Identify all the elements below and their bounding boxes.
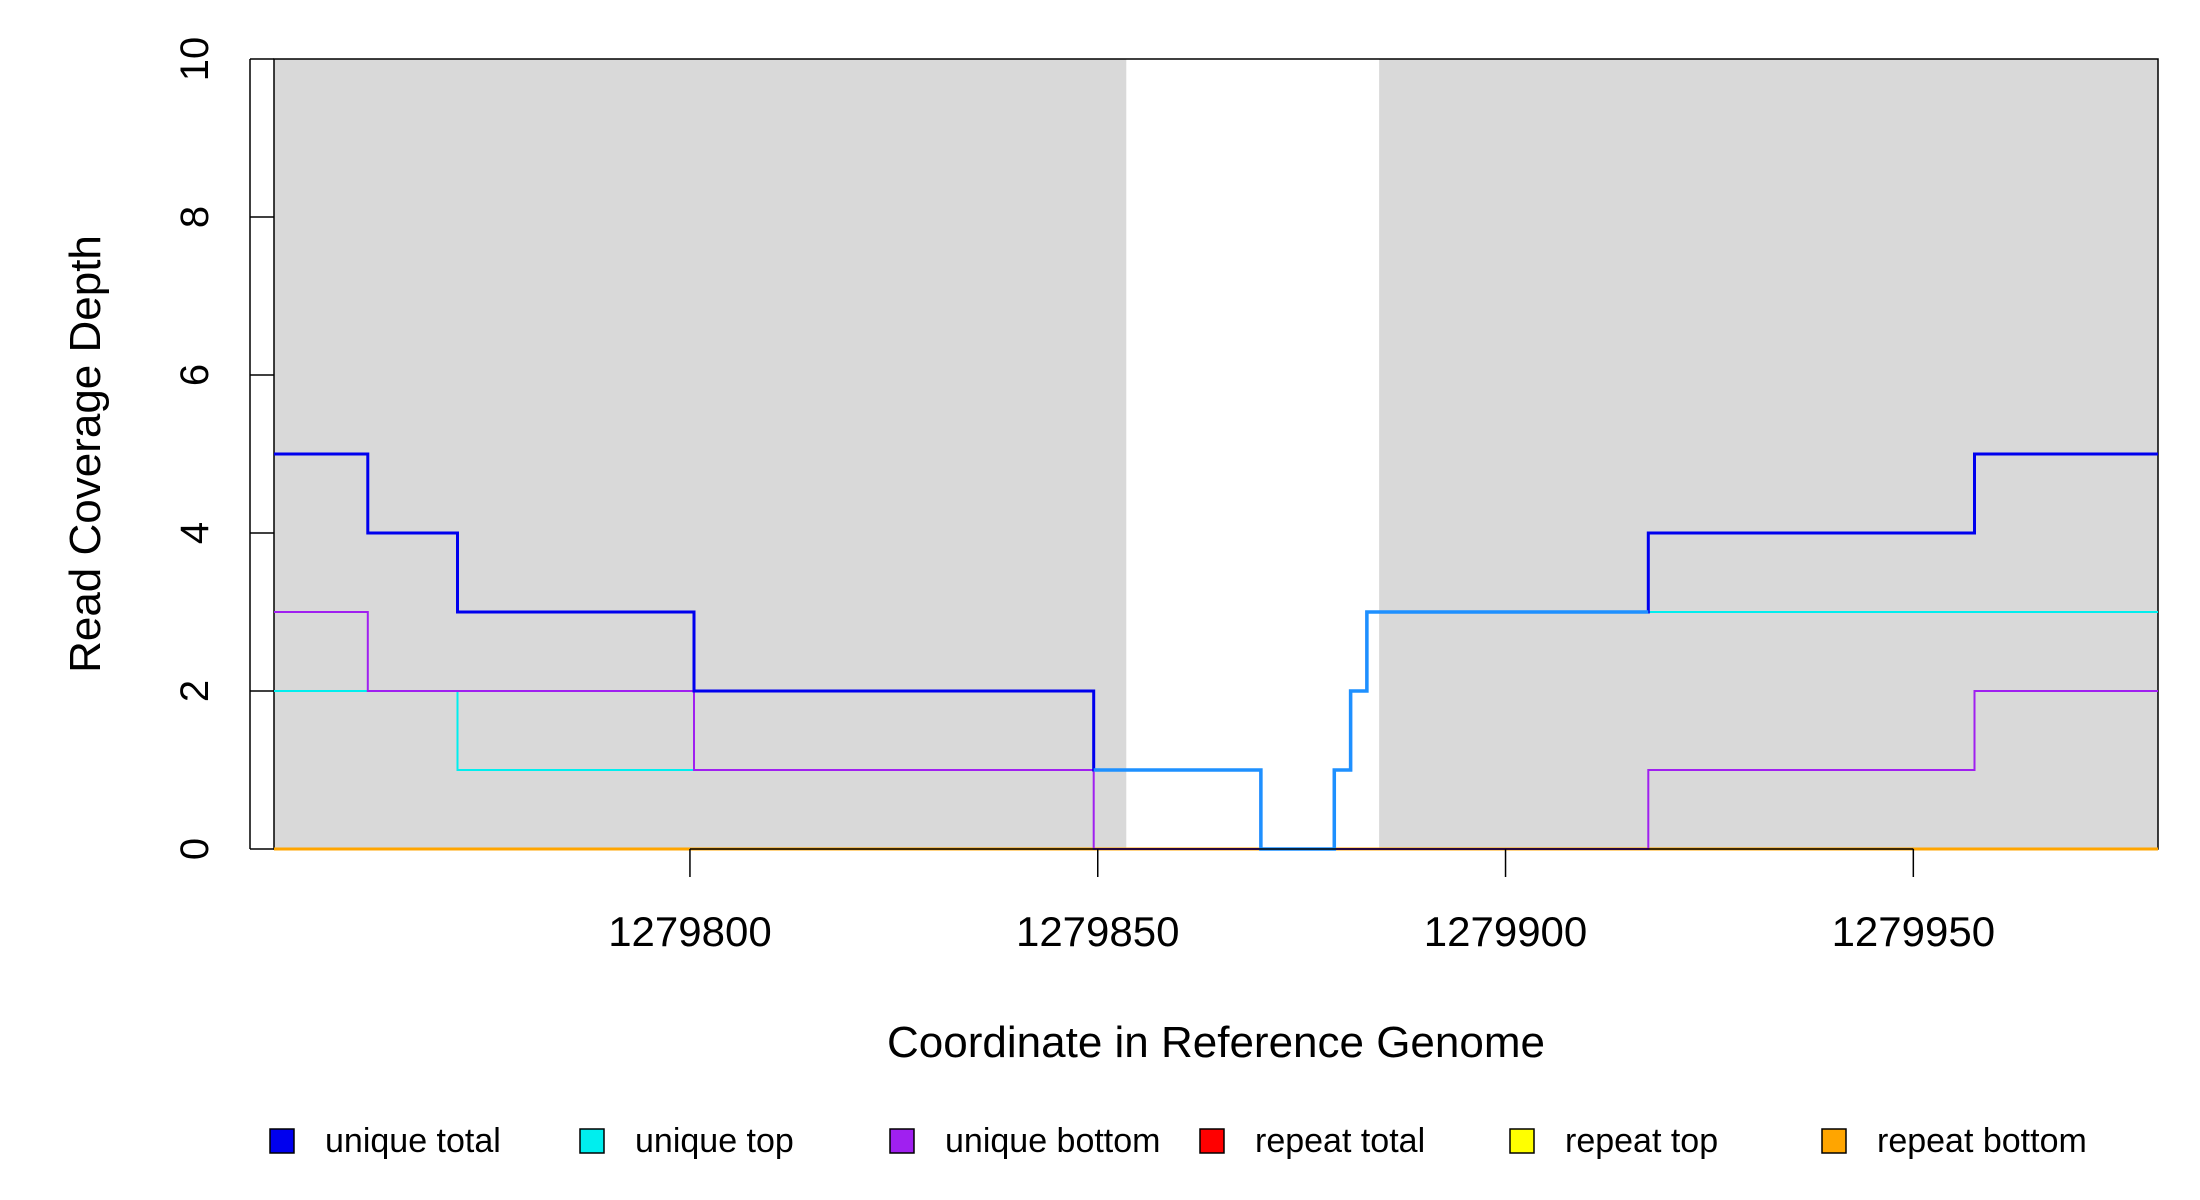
x-tick-label: 1279950 [1832,908,1996,955]
x-tick-label: 1279850 [1016,908,1180,955]
legend-label: unique top [635,1122,794,1160]
y-tick-label: 6 [173,364,217,386]
y-tick-label: 10 [173,37,217,82]
legend-swatch [269,1128,295,1154]
x-tick-label: 1279900 [1424,908,1588,955]
series-line-highlight [1093,610,1649,851]
x-axis-label: Coordinate in Reference Genome [887,1018,1545,1067]
legend: unique total unique top unique bottom repea… [269,1122,2087,1160]
y-tick-label: 4 [173,522,217,544]
legend-swatch [1821,1128,1847,1154]
shaded-region [274,59,1127,849]
legend-swatch [889,1128,915,1154]
shaded-regions [274,59,2158,849]
legend-label: unique bottom [945,1122,1161,1160]
series-line-unique-bottom [274,611,2158,850]
axes: 0 2 4 6 8 10 1279800 1279850 1279900 1279950 [173,37,1995,955]
y-tick-label: 0 [173,838,217,860]
legend-label: unique total [325,1122,501,1160]
legend-label: repeat top [1565,1122,1718,1160]
y-tick-label: 8 [173,206,217,228]
y-tick-label: 2 [173,680,217,702]
legend-swatch [1199,1128,1225,1154]
legend-label: repeat total [1255,1122,1425,1160]
legend-label: repeat bottom [1877,1122,2087,1160]
y-axis-label: Read Coverage Depth [61,235,110,673]
x-tick-label: 1279800 [608,908,772,955]
legend-swatch [579,1128,605,1154]
legend-swatch [1509,1128,1535,1154]
